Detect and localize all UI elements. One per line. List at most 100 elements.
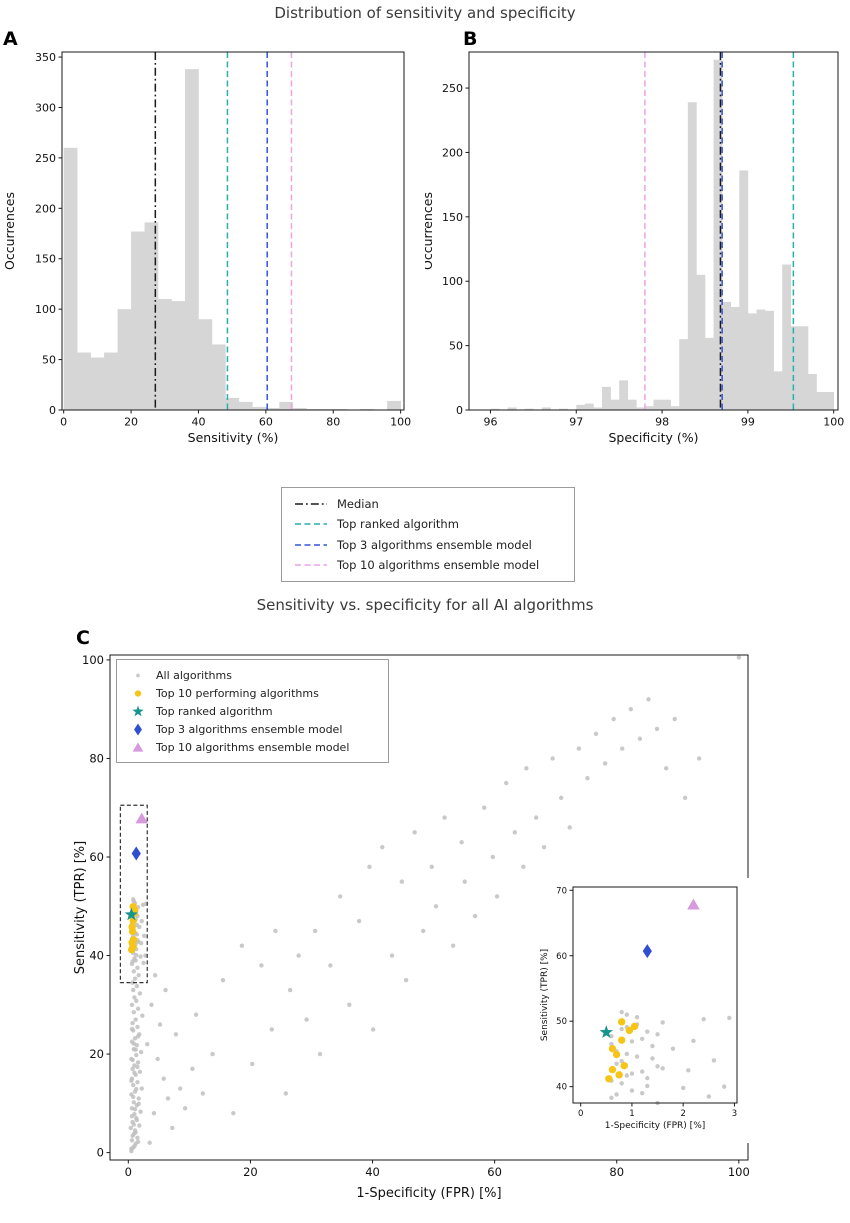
bar [730,306,740,410]
bar [104,352,118,410]
bar [507,407,517,410]
bar [704,337,714,410]
x-tick-label: 80 [326,416,340,429]
bar [117,309,132,410]
y-tick-label: 200 [442,146,463,159]
x-tick-label: 99 [741,416,755,429]
series-triangle [135,812,149,824]
x-tick-label: 0 [60,416,67,429]
diamond-marker-icon [134,723,142,735]
bar [144,222,159,410]
bar [610,399,620,410]
bar [636,407,646,410]
bar [387,400,401,410]
bar [747,313,757,410]
y-tick-label: 100 [82,653,104,667]
bar [602,386,611,410]
hist-legend-label: Top 10 algorithms ensemble model [337,557,540,572]
histogram-bars [63,69,401,410]
dashed-line-icon [295,564,327,566]
chart-A-svg: 0 20 40 60 80 100 0 50 100 150 200 250 300 350 Sensiti… [2,51,411,445]
bar [670,406,680,410]
scatter-legend-label: Top 3 algorithms ensemble model [156,722,343,736]
y-tick-label: 50 [449,340,463,353]
bar [722,301,732,410]
y-tick-label: 50 [42,354,56,367]
bar [306,408,321,410]
dashed-line-icon [295,543,327,546]
bar [807,373,817,410]
axes-frame [572,886,738,1104]
hist-legend-item-0: Median [294,495,562,513]
bar [756,309,766,410]
scatter-legend-item-1: Top 10 performing algorithms [129,685,376,702]
bar [333,408,348,410]
bar [77,352,91,410]
y-tick-label: 150 [442,211,463,224]
x-tick-label: 97 [569,416,583,429]
scatter-legend-label: Top ranked algorithm [156,704,273,718]
histogram-legend: Median Top ranked algorithm Top 3 algorith… [281,487,575,582]
bar [619,380,629,410]
bar [225,397,240,410]
figure-title-top: Distribution of sensitivity and specific… [274,4,576,22]
x-tick-label: 60 [259,416,273,429]
series-dot [609,1009,732,1106]
y-tick-label: 40 [556,1083,567,1093]
x-tick-label: 100 [823,416,844,429]
x-tick-label: 20 [124,416,138,429]
series-star [599,1025,613,1038]
sensitivity-histogram: 0 20 40 60 80 100 0 50 100 150 200 250 300 350 Sensiti… [0,28,425,478]
panel-label-b: B [463,28,478,50]
bar [131,231,145,410]
x-tick-label: 40 [191,416,205,429]
bar [184,69,199,410]
x-tick-label: 2 [680,1109,685,1119]
bar [687,102,697,410]
y-tick-label: 60 [89,850,104,864]
roc-scatter-inset: 0 1 2 3 40 50 60 70 1-Specificity (FPR) [%] Sensi… [540,878,755,1143]
bar [63,147,78,410]
y-tick-label: 250 [442,82,463,95]
series-star [124,907,138,921]
x-tick-label: 96 [483,416,497,429]
bar [576,404,586,410]
zoom-region-rect [119,804,148,984]
scatter-legend-label: Top 10 algorithms ensemble model [156,740,350,754]
axes-frame [61,51,405,411]
bar [524,408,534,410]
bar [541,407,551,410]
dot-marker-icon [136,673,140,677]
x-axis-label: Sensitivity (%) [188,430,279,445]
hist-legend-item-2: Top 3 algorithms ensemble model [294,536,562,554]
y-tick-label: 20 [89,1047,104,1061]
scatter-legend-label: All algorithms [156,668,232,682]
y-tick-label: 100 [35,303,56,316]
bar [782,264,792,410]
chart-C-inset-svg: 0 1 2 3 40 50 60 70 1-Specificity (FPR) [%] Sensi… [540,878,755,1143]
bar [90,357,105,410]
bar [158,299,172,410]
bar [627,399,637,410]
bar [265,407,280,410]
y-tick-label: 50 [556,1017,567,1027]
bar [490,408,500,410]
axes-frame [468,51,839,411]
x-tick-label: 20 [243,1165,258,1179]
scatter-legend-item-4: Top 10 algorithms ensemble model [129,739,376,756]
bar [279,401,294,410]
bar [238,401,253,410]
x-tick-label: 3 [732,1109,737,1119]
y-tick-label: 200 [35,202,56,215]
scatter-legend: All algorithms Top 10 performing algorith… [116,659,389,763]
x-tick-label: 40 [365,1165,380,1179]
series-bigdot [605,1018,639,1083]
x-axis-label: Specificity (%) [608,430,698,445]
scatter-legend-label: Top 10 performing algorithms [156,686,319,700]
bar [211,344,226,410]
y-tick-label: 100 [442,275,463,288]
x-tick-label: 1 [629,1109,634,1119]
bar [360,408,374,410]
bar [653,399,663,410]
x-tick-label: 98 [655,416,669,429]
